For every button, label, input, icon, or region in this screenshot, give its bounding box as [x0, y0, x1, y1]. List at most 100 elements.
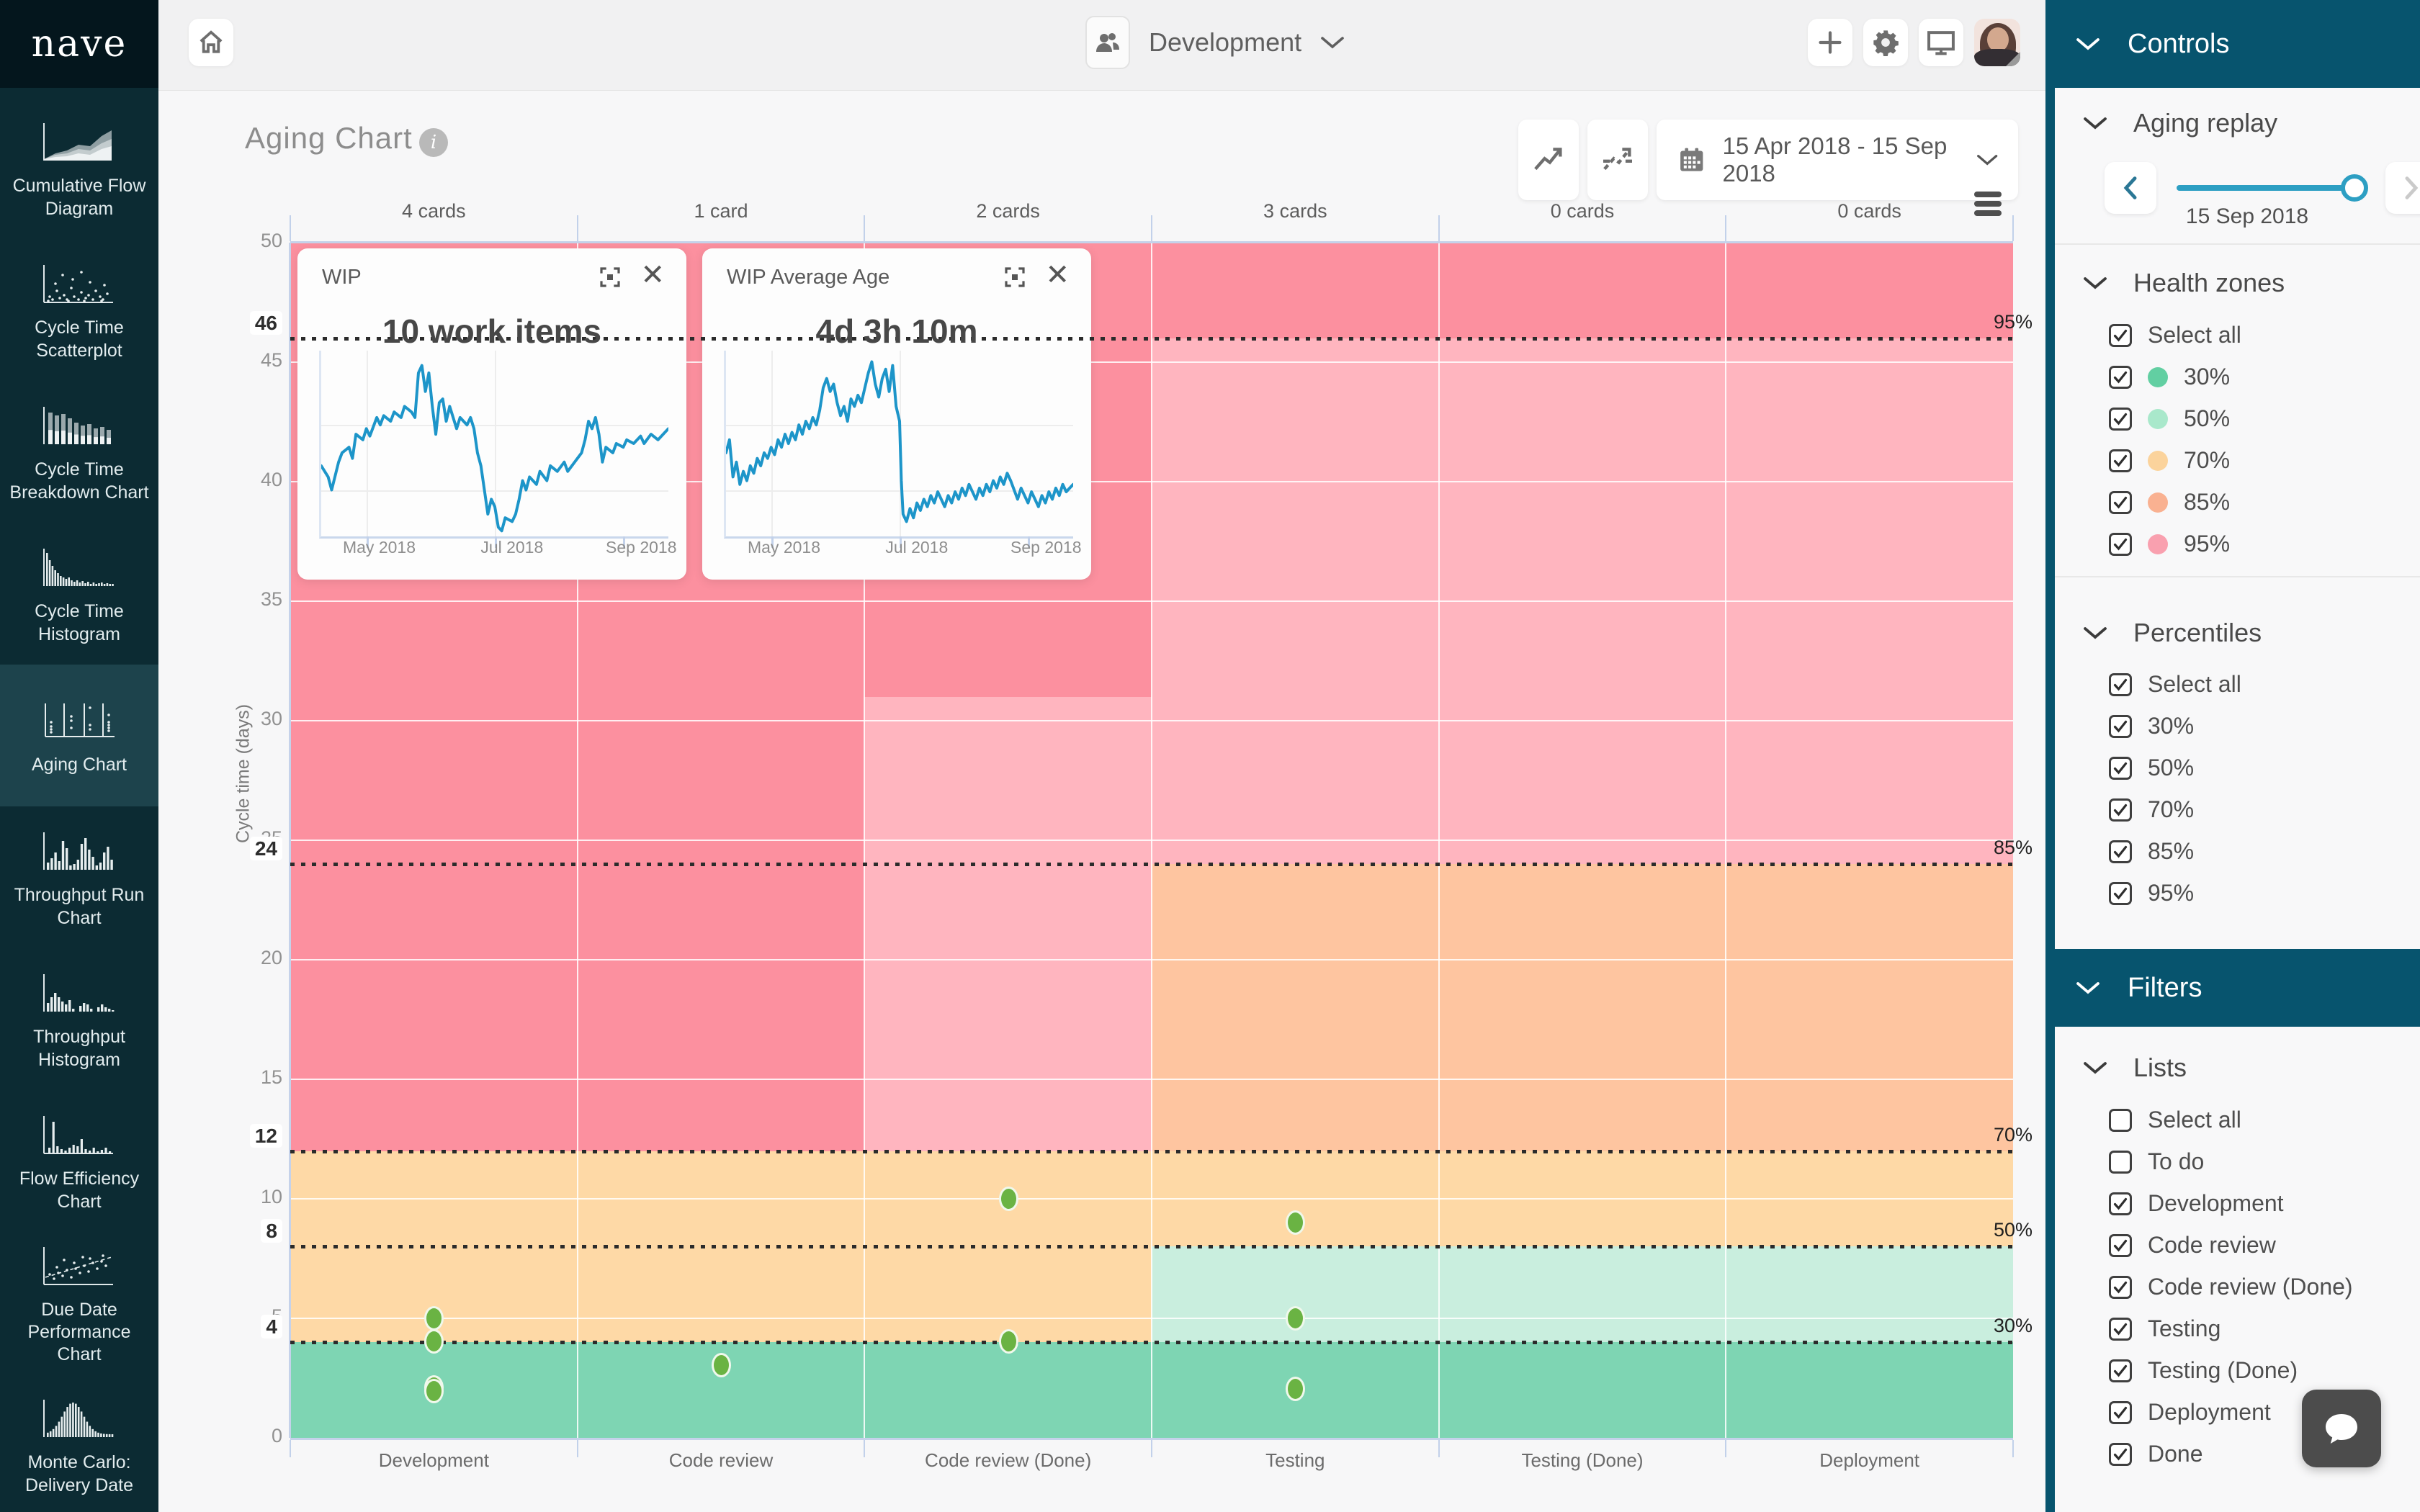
controls-header[interactable]: Controls: [2045, 0, 2420, 88]
checkbox[interactable]: [2109, 1442, 2132, 1466]
replay-back-button[interactable]: [2105, 162, 2156, 214]
home-button[interactable]: [189, 19, 233, 66]
checkbox[interactable]: [2109, 881, 2132, 905]
spark-date-label: Jul 2018: [480, 538, 544, 557]
health-zone-mint: [1438, 1246, 1726, 1343]
health-zone-95-[interactable]: 95%: [2109, 531, 2230, 557]
filters-header[interactable]: Filters: [2045, 949, 2420, 1027]
info-icon[interactable]: i: [419, 128, 448, 157]
lists-section[interactable]: Lists: [2083, 1053, 2187, 1083]
settings-button[interactable]: [1863, 19, 1908, 66]
date-range-picker[interactable]: 15 Apr 2018 - 15 Sep 2018: [1657, 120, 2018, 200]
work-item-dot[interactable]: [1286, 1306, 1306, 1331]
sidebar-item-cumulative-flow-diagram[interactable]: Cumulative Flow Diagram: [0, 97, 158, 239]
wip-card-wip[interactable]: WIP ✕ 10 work items May 2018 Jul 2018 Sep 201…: [297, 248, 686, 580]
health-zone-30-[interactable]: 30%: [2109, 364, 2230, 390]
avatar[interactable]: [1974, 19, 2020, 66]
checkbox[interactable]: [2109, 1400, 2132, 1424]
checkbox[interactable]: [2109, 756, 2132, 780]
date-range-text: 15 Apr 2018 - 15 Sep 2018: [1722, 132, 1948, 186]
percentile-select-all[interactable]: Select all: [2109, 671, 2241, 698]
work-item-dot[interactable]: [424, 1379, 444, 1404]
checkbox[interactable]: [2109, 798, 2132, 822]
checkbox-label: 70%: [2184, 447, 2231, 473]
work-item-dot[interactable]: [1286, 1376, 1306, 1401]
health-zones-section[interactable]: Health zones: [2083, 268, 2285, 298]
list-development[interactable]: Development: [2109, 1190, 2284, 1217]
list-to-do[interactable]: To do: [2109, 1148, 2204, 1175]
wip-card-average-age[interactable]: WIP Average Age ✕ 4d 3h 10m May 2018 Jul 201…: [702, 248, 1091, 580]
sidebar-item-monte-carlo-delivery-date[interactable]: Monte Carlo: Delivery Date: [0, 1374, 158, 1512]
checkbox[interactable]: [2109, 1192, 2132, 1215]
work-item-dot[interactable]: [998, 1328, 1018, 1354]
board-selector[interactable]: Development: [1085, 16, 1345, 69]
percentile-30-[interactable]: 30%: [2109, 713, 2194, 739]
chart-menu-button[interactable]: [1974, 192, 2002, 216]
percentiles-section[interactable]: Percentiles: [2083, 618, 2262, 648]
checkbox[interactable]: [2109, 672, 2132, 696]
replay-forward-button[interactable]: [2385, 162, 2420, 214]
checkbox[interactable]: [2109, 323, 2132, 347]
health-zone-peach: [1152, 864, 1439, 1151]
sidebar-item-label: Cycle Time Breakdown Chart: [9, 459, 149, 503]
chat-button[interactable]: [2302, 1390, 2381, 1467]
sidebar-item-cycle-time-scatterplot[interactable]: Cycle Time Scatterplot: [0, 239, 158, 381]
replay-slider[interactable]: [2177, 174, 2368, 202]
checkbox[interactable]: [2109, 449, 2132, 472]
replay-slider-thumb[interactable]: [2341, 174, 2368, 202]
checkbox[interactable]: [2109, 1275, 2132, 1299]
sidebar-item-cycle-time-breakdown-chart[interactable]: Cycle Time Breakdown Chart: [0, 381, 158, 523]
work-item-dot[interactable]: [998, 1187, 1018, 1211]
checkbox[interactable]: [2109, 532, 2132, 556]
percentile-50-[interactable]: 50%: [2109, 755, 2194, 781]
percentile-70-[interactable]: 70%: [2109, 796, 2194, 823]
list-testing[interactable]: Testing: [2109, 1315, 2220, 1342]
health-zone-50-[interactable]: 50%: [2109, 405, 2230, 432]
logo[interactable]: nave: [0, 0, 158, 88]
checkbox[interactable]: [2109, 1317, 2132, 1341]
sidebar-item-throughput-histogram[interactable]: Throughput Histogram: [0, 948, 158, 1090]
work-item-dot[interactable]: [424, 1328, 444, 1354]
expand-icon[interactable]: [599, 266, 622, 289]
work-item-dot[interactable]: [712, 1352, 731, 1377]
flow-efficiency-icon: [40, 1109, 119, 1158]
checkbox[interactable]: [2109, 1233, 2132, 1257]
percentiles-section-label: Percentiles: [2133, 618, 2262, 647]
percentile-95-[interactable]: 95%: [2109, 880, 2194, 906]
checkbox[interactable]: [2109, 365, 2132, 389]
expand-icon[interactable]: [1003, 266, 1026, 289]
sidebar-item-aging-chart[interactable]: Aging Chart: [0, 665, 158, 806]
percentile-85-[interactable]: 85%: [2109, 838, 2194, 865]
trend-line-button[interactable]: [1518, 120, 1579, 200]
display-button[interactable]: [1919, 19, 1963, 66]
list-testing-done-[interactable]: Testing (Done): [2109, 1357, 2298, 1384]
sidebar-item-flow-efficiency-chart[interactable]: Flow Efficiency Chart: [0, 1090, 158, 1232]
checkbox[interactable]: [2109, 840, 2132, 863]
close-icon[interactable]: ✕: [1045, 259, 1070, 291]
health-zone-70-[interactable]: 70%: [2109, 447, 2230, 474]
list-code-review[interactable]: Code review: [2109, 1232, 2276, 1259]
sidebar-item-due-date-performance-chart[interactable]: Due Date Performance Chart: [0, 1232, 158, 1374]
add-button[interactable]: [1808, 19, 1852, 66]
list-deployment[interactable]: Deployment: [2109, 1399, 2271, 1426]
list-select-all[interactable]: Select all: [2109, 1107, 2241, 1133]
checkbox[interactable]: [2109, 407, 2132, 431]
checkbox[interactable]: [2109, 1150, 2132, 1174]
spark-axis-tick: [900, 536, 902, 548]
work-item-dot[interactable]: [424, 1306, 444, 1331]
health-zone-85-[interactable]: 85%: [2109, 489, 2230, 516]
checkbox[interactable]: [2109, 714, 2132, 738]
list-done[interactable]: Done: [2109, 1441, 2203, 1467]
health-zone-select-all[interactable]: Select all: [2109, 322, 2241, 348]
checkbox[interactable]: [2109, 1359, 2132, 1382]
checkbox[interactable]: [2109, 490, 2132, 514]
checkbox[interactable]: [2109, 1108, 2132, 1132]
close-icon[interactable]: ✕: [640, 259, 665, 291]
aging-replay-section[interactable]: Aging replay: [2083, 108, 2277, 138]
y-tick-label: 15: [260, 1066, 282, 1088]
sidebar-item-cycle-time-histogram[interactable]: Cycle Time Histogram: [0, 523, 158, 665]
trend-dashed-button[interactable]: [1587, 120, 1648, 200]
work-item-dot[interactable]: [1286, 1210, 1306, 1236]
list-code-review-done-[interactable]: Code review (Done): [2109, 1274, 2353, 1300]
sidebar-item-throughput-run-chart[interactable]: Throughput Run Chart: [0, 806, 158, 948]
